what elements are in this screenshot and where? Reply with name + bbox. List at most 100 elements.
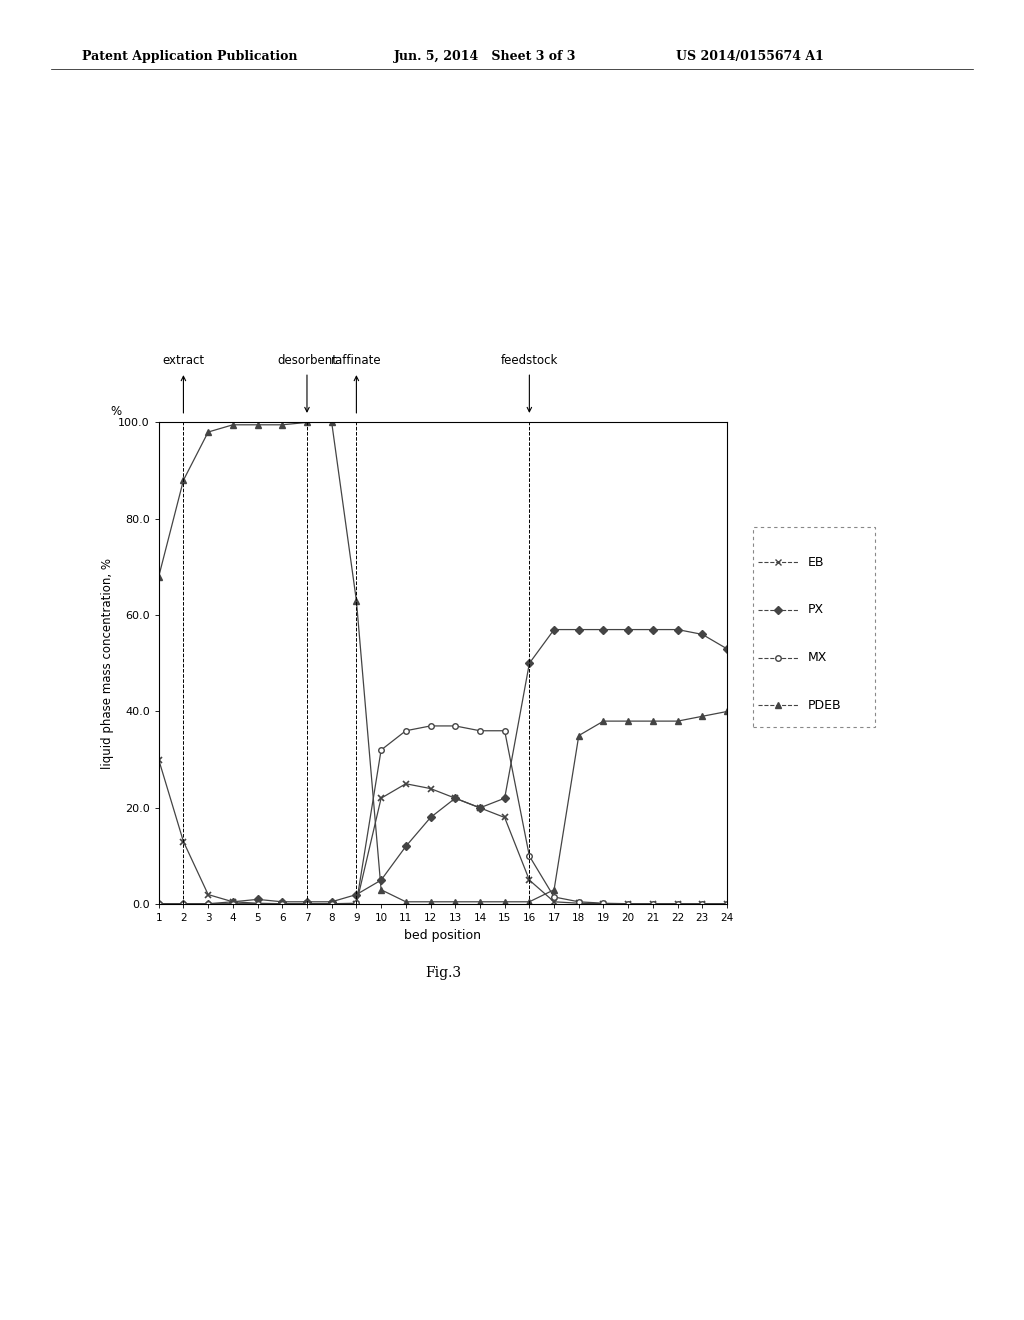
EB — [672, 896, 684, 912]
X-axis label: bed position: bed position — [404, 929, 481, 941]
MX — [696, 896, 709, 912]
MX — [721, 896, 733, 912]
EB — [375, 791, 387, 807]
MX — [226, 896, 239, 912]
PDEB — [548, 882, 560, 898]
PX — [672, 622, 684, 638]
PX — [474, 800, 486, 816]
PDEB — [252, 417, 264, 433]
EB — [572, 895, 585, 911]
PX — [499, 791, 511, 807]
PDEB — [177, 473, 189, 488]
EB — [450, 791, 462, 807]
PDEB — [647, 713, 659, 729]
PX — [153, 896, 165, 912]
PX — [424, 809, 436, 825]
PX — [350, 887, 362, 903]
Text: PDEB: PDEB — [808, 698, 841, 711]
PX — [177, 896, 189, 912]
PDEB — [424, 894, 436, 909]
Line: EB: EB — [156, 756, 730, 907]
MX — [597, 895, 609, 911]
Text: MX: MX — [808, 651, 826, 664]
PDEB — [450, 894, 462, 909]
PDEB — [276, 417, 289, 433]
EB — [499, 809, 511, 825]
MX — [375, 742, 387, 758]
PDEB — [399, 894, 412, 909]
EB — [153, 752, 165, 768]
PX — [597, 622, 609, 638]
EB — [177, 834, 189, 850]
PDEB — [597, 713, 609, 729]
EB — [597, 896, 609, 912]
EB — [326, 896, 338, 912]
PDEB — [153, 569, 165, 585]
MX — [177, 896, 189, 912]
MX — [450, 718, 462, 734]
MX — [301, 896, 313, 912]
MX — [424, 718, 436, 734]
PX — [622, 622, 634, 638]
MX — [572, 894, 585, 909]
PX — [326, 894, 338, 909]
EB — [202, 887, 214, 903]
EB — [721, 896, 733, 912]
PX — [202, 896, 214, 912]
EB — [696, 896, 709, 912]
PX — [523, 656, 536, 672]
MX — [202, 896, 214, 912]
Line: PDEB: PDEB — [156, 420, 730, 904]
EB — [424, 780, 436, 796]
MX — [499, 723, 511, 739]
MX — [399, 723, 412, 739]
MX — [474, 723, 486, 739]
Text: %: % — [111, 405, 122, 417]
EB — [226, 894, 239, 909]
PX — [721, 642, 733, 657]
EB — [301, 896, 313, 912]
Text: desorbent: desorbent — [276, 354, 337, 367]
PX — [301, 894, 313, 909]
PX — [399, 838, 412, 854]
MX — [153, 896, 165, 912]
PDEB — [474, 894, 486, 909]
MX — [672, 896, 684, 912]
EB — [252, 895, 264, 911]
PDEB — [721, 704, 733, 719]
MX — [523, 847, 536, 863]
PDEB — [202, 424, 214, 440]
EB — [548, 894, 560, 909]
EB — [474, 800, 486, 816]
Text: Fig.3: Fig.3 — [425, 966, 461, 979]
Text: Jun. 5, 2014   Sheet 3 of 3: Jun. 5, 2014 Sheet 3 of 3 — [394, 50, 577, 63]
Line: MX: MX — [156, 723, 730, 907]
EB — [276, 896, 289, 912]
PX — [696, 627, 709, 643]
PDEB — [301, 414, 313, 430]
EB — [350, 896, 362, 912]
EB — [647, 896, 659, 912]
Line: PX: PX — [156, 627, 730, 907]
PX — [252, 891, 264, 907]
PDEB — [572, 727, 585, 743]
MX — [647, 896, 659, 912]
Text: feedstock: feedstock — [501, 354, 558, 367]
PX — [572, 622, 585, 638]
Text: US 2014/0155674 A1: US 2014/0155674 A1 — [676, 50, 823, 63]
MX — [276, 896, 289, 912]
PX — [450, 791, 462, 807]
PX — [226, 894, 239, 909]
PDEB — [523, 894, 536, 909]
PDEB — [672, 713, 684, 729]
Text: PX: PX — [808, 603, 823, 616]
Text: EB: EB — [808, 556, 824, 569]
PDEB — [499, 894, 511, 909]
PX — [375, 873, 387, 888]
PDEB — [226, 417, 239, 433]
MX — [548, 890, 560, 906]
PX — [276, 894, 289, 909]
MX — [350, 895, 362, 911]
PDEB — [696, 709, 709, 725]
EB — [523, 873, 536, 888]
